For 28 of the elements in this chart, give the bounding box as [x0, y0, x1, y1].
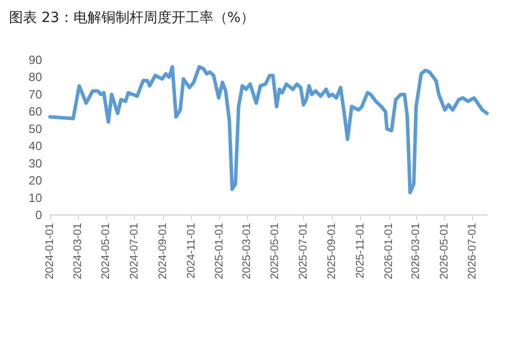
x-tick-label: 2025-07-01	[297, 223, 310, 280]
y-tick-label: 0	[35, 208, 42, 222]
x-tick-label: 2024-07-01	[128, 223, 140, 280]
y-tick-label: 20	[28, 174, 42, 188]
y-tick-label: 80	[28, 70, 42, 84]
x-tick-label: 2024-09-01	[157, 223, 170, 280]
x-tick-label: 2024-03-01	[72, 223, 84, 280]
x-tick-label: 2026-01-01	[382, 223, 395, 280]
x-tick-label: 2024-05-01	[100, 223, 112, 280]
x-tick-label: 2026-05-01	[438, 223, 450, 280]
x-tick-label: 2025-01-01	[214, 223, 226, 280]
x-tick-label: 2024-01-01	[44, 223, 56, 280]
x-tick-label: 2026-03-01	[410, 223, 422, 280]
y-tick-label: 50	[28, 122, 42, 136]
x-tick-label: 2025-09-01	[326, 223, 338, 280]
y-tick-label: 60	[28, 104, 42, 119]
x-tick-label: 2024-11-01	[185, 223, 198, 278]
chart-title: 图表 23：电解铜制杆周度开工率（%）	[9, 10, 255, 26]
x-tick-label: 2025-03-01	[240, 223, 253, 280]
x-tick-label: 2026-07-01	[466, 223, 479, 280]
y-tick-label: 70	[28, 87, 42, 102]
y-tick-label: 90	[28, 53, 42, 67]
line-series	[48, 65, 489, 194]
y-tick-label: 40	[28, 139, 42, 154]
y-tick-label: 30	[28, 156, 42, 170]
x-tick-label: 2025-11-01	[354, 223, 366, 278]
y-tick-label: 10	[28, 190, 42, 205]
x-tick-label: 2025-05-01	[269, 223, 282, 280]
